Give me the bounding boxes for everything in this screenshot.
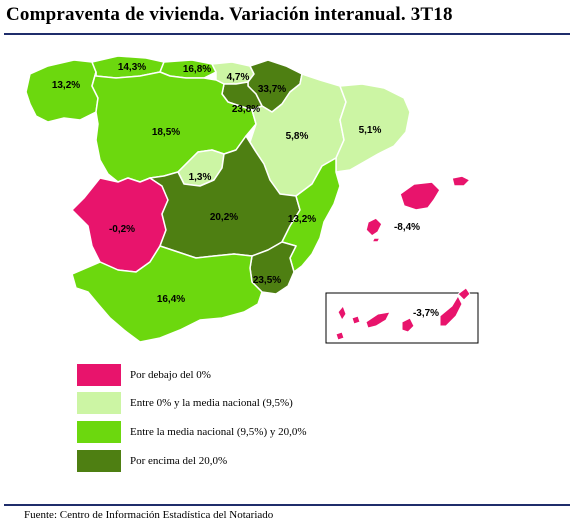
region-value-label: 20,2% — [210, 212, 238, 223]
legend-label: Por encima del 20,0% — [130, 455, 228, 467]
title-divider — [4, 33, 570, 35]
legend-swatch — [77, 392, 121, 414]
region-canarias-tenerife — [365, 311, 391, 329]
region-value-label: 13,2% — [52, 80, 80, 91]
region-canarias-la-palma — [337, 305, 347, 321]
map-labels: 13,2% 14,3% 16,8% 4,7% 33,7% 23,8% 5,8% 5,1% 18,… — [52, 62, 439, 319]
region-canarias-gran-canaria — [401, 317, 415, 333]
page-title: Compraventa de vivienda. Variación inter… — [6, 4, 453, 25]
region-value-label: 16,8% — [183, 64, 211, 75]
region-value-label: 18,5% — [152, 127, 180, 138]
region-value-label: 1,3% — [189, 172, 212, 183]
legend-label: Entre la media nacional (9,5%) y 20,0% — [130, 426, 307, 438]
region-cataluna — [335, 83, 411, 173]
legend-swatch — [77, 364, 121, 386]
region-value-label: 16,4% — [157, 294, 185, 305]
region-canarias-lanzarote — [457, 287, 471, 301]
region-value-label: 4,7% — [227, 72, 250, 83]
legend-label: Entre 0% y la media nacional (9,5%) — [130, 397, 293, 409]
region-value-label: 5,1% — [359, 125, 382, 136]
region-value-label: 14,3% — [118, 62, 146, 73]
region-value-label: 33,7% — [258, 84, 286, 95]
region-canarias-gomera — [351, 315, 361, 325]
region-canarias-fuerteventura — [439, 294, 463, 327]
region-value-label: 13,2% — [288, 214, 316, 225]
region-valenciana — [281, 157, 341, 273]
region-value-label: -3,7% — [413, 308, 439, 319]
region-galicia — [25, 59, 99, 123]
region-value-label: -0,2% — [109, 224, 135, 235]
legend: Por debajo del 0% Entre 0% y la media na… — [77, 364, 397, 484]
legend-label: Por debajo del 0% — [130, 369, 211, 381]
region-baleares-ibiza — [365, 217, 383, 237]
region-value-label: 5,8% — [286, 131, 309, 142]
spain-choropleth-map: 13,2% 14,3% 16,8% 4,7% 33,7% 23,8% 5,8% 5,1% 18,… — [25, 55, 479, 344]
region-andalucia — [71, 245, 263, 343]
footer-divider — [4, 504, 570, 506]
region-value-label: 23,5% — [253, 275, 281, 286]
legend-swatch — [77, 450, 121, 472]
region-value-label: 23,8% — [232, 104, 260, 115]
region-baleares-menorca — [451, 175, 471, 187]
region-baleares — [399, 181, 441, 211]
region-baleares-formentera — [371, 237, 381, 243]
region-value-label: -8,4% — [394, 222, 420, 233]
legend-swatch — [77, 421, 121, 443]
source-note: Fuente: Centro de Información Estadístic… — [24, 509, 274, 521]
region-canarias-hierro — [335, 331, 345, 341]
